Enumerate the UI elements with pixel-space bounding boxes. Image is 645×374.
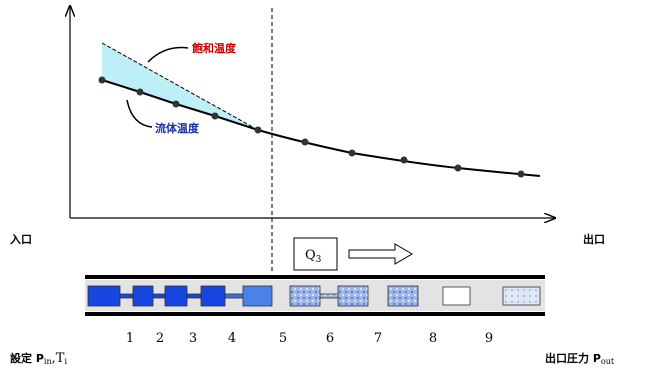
segment-number: 4 [228, 331, 236, 346]
flow-arrow [348, 243, 413, 265]
segment-number: 8 [429, 331, 437, 346]
fluid-points [98, 76, 525, 178]
setting-label: 設定 Pin,Ti [10, 351, 67, 366]
fluid-label: 流体温度 [155, 121, 200, 135]
leader [126, 99, 153, 128]
setting-sub: in [44, 357, 52, 366]
outlet-pressure-label: 出口圧力 Pout [545, 351, 615, 366]
segment-number: 3 [189, 331, 197, 346]
outlet-label: 出口 [583, 232, 605, 246]
setting-prefix: 設定 P [10, 351, 44, 365]
segment-number: 2 [156, 331, 164, 346]
segment-number: 9 [485, 331, 493, 346]
flow-sub: 3 [316, 255, 322, 265]
flow-main: Q [305, 248, 316, 263]
segment-number: 5 [279, 331, 287, 346]
flow-box [293, 237, 338, 271]
setting-mid: ,T [52, 351, 65, 366]
flow-label: Q3 [305, 248, 322, 265]
segment-number: 1 [126, 331, 134, 346]
outlet-pressure-prefix: 出口圧力 P [545, 351, 601, 365]
outlet-pressure-sub: out [601, 357, 615, 366]
setting-sub: i [64, 357, 67, 366]
saturation-label: 飽和温度 [191, 41, 237, 55]
inlet-label: 入口 [10, 233, 32, 246]
leader [147, 46, 189, 63]
fluid-curve [101, 79, 541, 177]
flow-slugs [87, 285, 541, 307]
segment-number: 6 [326, 331, 334, 346]
segment-number: 7 [374, 331, 382, 346]
